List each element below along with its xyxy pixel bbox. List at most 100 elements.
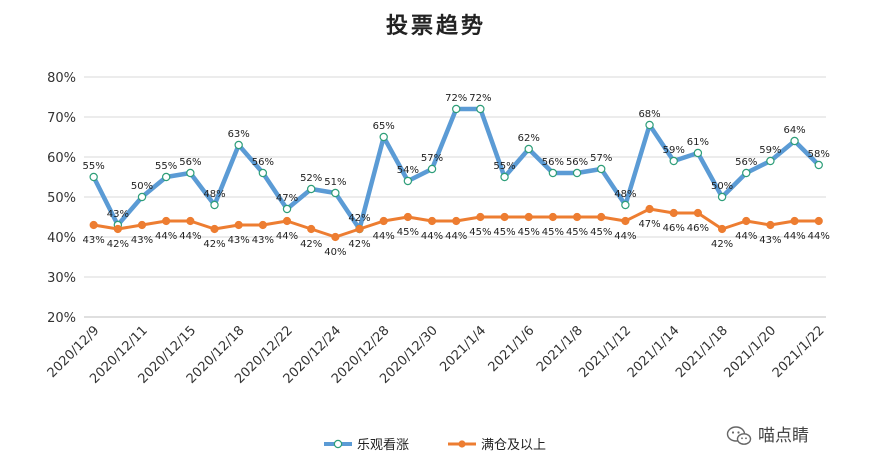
data-point xyxy=(693,208,703,218)
watermark: 喵点睛 xyxy=(726,426,809,446)
x-tick-label: 2021/1/6 xyxy=(486,323,538,375)
data-label: 59% xyxy=(663,145,685,156)
data-point xyxy=(161,172,171,182)
data-point xyxy=(258,220,267,230)
series-1 xyxy=(89,104,823,234)
data-label: 62% xyxy=(518,133,540,144)
data-point xyxy=(790,136,799,146)
data-point xyxy=(379,216,388,226)
data-label: 55% xyxy=(83,161,105,172)
data-point xyxy=(282,216,292,226)
data-label: 40% xyxy=(324,247,346,258)
data-label: 56% xyxy=(735,157,757,168)
data-point xyxy=(427,164,437,174)
data-label: 72% xyxy=(445,93,467,104)
data-point xyxy=(210,224,219,234)
data-label: 50% xyxy=(131,181,153,192)
data-label: 56% xyxy=(542,157,564,168)
data-label: 45% xyxy=(493,227,515,238)
data-label: 61% xyxy=(687,137,709,148)
legend-item[interactable]: 满仓及以上 xyxy=(448,438,546,453)
data-label: 45% xyxy=(590,227,612,238)
data-label: 44% xyxy=(421,231,443,242)
data-point xyxy=(524,144,533,154)
data-label: 63% xyxy=(228,129,250,140)
data-label: 55% xyxy=(493,161,515,172)
data-label: 46% xyxy=(663,223,685,234)
y-tick-label: 30% xyxy=(47,271,76,286)
data-label: 45% xyxy=(397,227,419,238)
data-point xyxy=(669,208,678,218)
data-point xyxy=(693,148,703,158)
y-tick-label: 80% xyxy=(47,71,76,86)
data-point xyxy=(500,172,509,182)
data-point xyxy=(306,184,316,194)
data-label: 68% xyxy=(638,109,660,120)
data-label: 44% xyxy=(735,231,757,242)
legend-item[interactable]: 乐观看涨 xyxy=(324,437,409,453)
y-tick-label: 50% xyxy=(47,191,76,206)
data-label: 56% xyxy=(566,157,588,168)
data-point xyxy=(331,188,340,198)
data-point xyxy=(572,212,582,222)
data-point xyxy=(742,168,751,178)
data-label: 57% xyxy=(421,153,443,164)
data-point xyxy=(307,224,316,234)
data-point xyxy=(814,216,823,226)
data-label: 43% xyxy=(107,209,129,220)
data-point xyxy=(137,192,147,202)
data-point xyxy=(572,168,582,178)
data-label: 43% xyxy=(759,235,781,246)
data-point xyxy=(452,216,461,226)
data-label: 45% xyxy=(566,227,588,238)
data-label: 44% xyxy=(276,231,298,242)
y-tick-label: 40% xyxy=(47,231,76,246)
data-point xyxy=(717,192,727,202)
data-point xyxy=(379,132,388,142)
data-point xyxy=(621,216,630,226)
data-label: 43% xyxy=(228,235,250,246)
data-point xyxy=(669,156,678,166)
data-label: 45% xyxy=(469,227,491,238)
data-point xyxy=(790,216,799,226)
data-point xyxy=(814,160,823,170)
data-point xyxy=(548,212,557,222)
data-label: 65% xyxy=(373,121,395,132)
data-label: 44% xyxy=(155,231,177,242)
data-label: 51% xyxy=(324,177,346,188)
x-tick-label: 2021/1/4 xyxy=(437,323,489,375)
data-label: 44% xyxy=(179,231,201,242)
series-line xyxy=(91,106,821,232)
wechat-icon xyxy=(726,426,752,445)
data-point xyxy=(597,212,606,222)
watermark-text: 喵点睛 xyxy=(758,426,809,446)
data-point xyxy=(645,204,654,214)
data-point xyxy=(258,168,268,178)
x-tick-label: 2021/1/22 xyxy=(770,323,828,381)
data-label: 42% xyxy=(711,239,733,250)
data-point xyxy=(234,140,243,150)
data-label: 44% xyxy=(445,231,467,242)
data-label: 42% xyxy=(348,239,370,250)
data-label: 47% xyxy=(638,219,660,230)
y-axis: 20% 30% 40% 50% 60% 70% 80% xyxy=(47,71,76,326)
data-point xyxy=(742,216,751,226)
data-point xyxy=(452,104,461,114)
data-point xyxy=(234,220,243,230)
data-label: 59% xyxy=(759,145,781,156)
legend-label: 满仓及以上 xyxy=(481,438,546,453)
y-tick-label: 70% xyxy=(47,111,76,126)
data-label: 42% xyxy=(107,239,129,250)
data-label: 43% xyxy=(131,235,153,246)
data-point xyxy=(89,172,98,182)
legend[interactable]: 乐观看涨 满仓及以上 xyxy=(324,437,546,453)
data-point xyxy=(186,168,195,178)
data-label: 46% xyxy=(687,223,709,234)
legend-marker xyxy=(458,440,466,448)
series-2 xyxy=(89,204,823,242)
data-label: 45% xyxy=(518,227,540,238)
data-label: 43% xyxy=(83,235,105,246)
data-label: 43% xyxy=(252,235,274,246)
data-label: 56% xyxy=(179,157,201,168)
data-point xyxy=(524,212,533,222)
